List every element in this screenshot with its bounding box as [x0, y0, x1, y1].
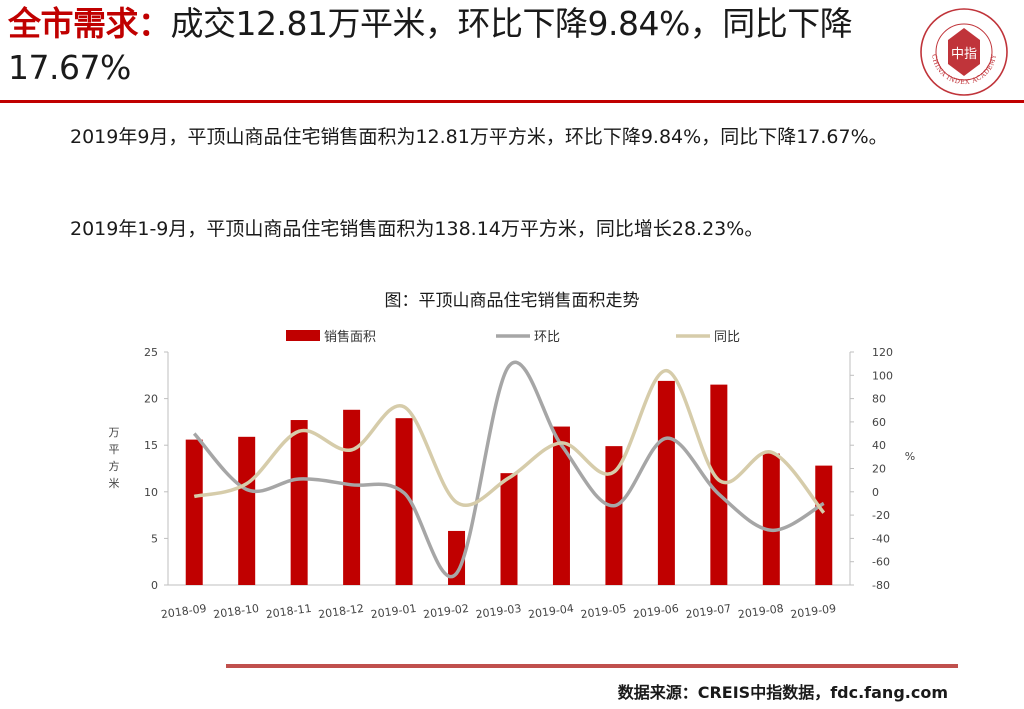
y-tick-label: 10: [144, 486, 158, 499]
page-title: 全市需求：成交12.81万平米，环比下降9.84%，同比下降17.67%: [8, 2, 908, 90]
y-axis-label-char: 万: [109, 426, 120, 439]
y2-tick-label: 120: [872, 346, 893, 359]
y2-tick-label: 100: [872, 369, 893, 382]
x-tick-label: 2019-08: [737, 602, 784, 621]
line-mom-series: [192, 360, 825, 579]
x-tick-label: 2019-01: [370, 602, 417, 621]
logo-center-text: 中指: [951, 47, 977, 62]
x-tick-label: 2018-11: [265, 602, 312, 621]
y2-tick-label: 60: [872, 416, 886, 429]
legend-mom-label: 环比: [534, 330, 560, 345]
y2-tick-label: 40: [872, 439, 886, 452]
chart-title: 图：平顶山商品住宅销售面积走势: [384, 291, 640, 311]
x-tick-label: 2019-04: [527, 602, 574, 621]
bar-sales-area: [238, 436, 256, 585]
y-tick-label: 15: [144, 439, 158, 452]
y-tick-label: 0: [151, 579, 158, 592]
x-tick-label: 2019-03: [475, 602, 522, 621]
y-tick-label: 20: [144, 393, 158, 406]
bar-sales-area: [710, 384, 728, 585]
bar-sales-area: [395, 418, 413, 585]
y2-tick-label: -20: [872, 509, 890, 522]
x-tick-label: 2018-12: [317, 602, 364, 621]
summary-paragraph-monthly: 2019年9月，平顶山商品住宅销售面积为12.81万平方米，环比下降9.84%，…: [70, 126, 888, 148]
x-tick-label: 2019-05: [580, 602, 627, 621]
bar-sales-area: [290, 420, 308, 585]
legend-yoy-label: 同比: [714, 330, 740, 345]
bar-sales-area: [552, 426, 570, 585]
china-index-academy-seal-icon: 中指 CHINA INDEX ACADEMY: [920, 8, 1008, 96]
y-axis-label-char: 平: [109, 443, 120, 456]
x-tick-label: 2019-09: [790, 602, 837, 621]
title-divider: [0, 100, 1024, 103]
y-axis-label-char: 方: [109, 459, 120, 473]
y-axis-label-char: 米: [109, 477, 120, 490]
bar-sales-area: [762, 453, 780, 585]
y-tick-label: 25: [144, 346, 158, 359]
bar-sales-area: [448, 530, 466, 585]
page-title-rest: 成交12.81万平米，环比下降9.84%，同比下降17.67%: [8, 4, 853, 87]
x-tick-label: 2019-07: [685, 602, 732, 621]
line-yoy-series: [193, 368, 826, 514]
y2-tick-label: -40: [872, 532, 890, 545]
x-tick-label: 2018-09: [160, 602, 207, 621]
y2-tick-label: 80: [872, 393, 886, 406]
page-title-accent: 全市需求：: [8, 4, 171, 43]
y2-axis-label: %: [905, 450, 915, 463]
y-tick-label: 5: [151, 532, 158, 545]
footer-divider: [226, 664, 958, 668]
bar-sales-area: [185, 439, 203, 585]
bar-sales-area: [343, 409, 361, 585]
data-source: 数据来源：CREIS中指数据，fdc.fang.com: [617, 683, 948, 702]
y2-tick-label: 0: [872, 486, 879, 499]
x-tick-label: 2018-10: [213, 602, 260, 621]
y2-tick-label: 20: [872, 463, 886, 476]
summary-paragraph-ytd: 2019年1-9月，平顶山商品住宅销售面积为138.14万平方米，同比增长28.…: [70, 218, 764, 240]
bar-sales-area: [605, 446, 623, 585]
y2-tick-label: -60: [872, 556, 890, 569]
bar-sales-area: [657, 380, 675, 585]
bar-sales-area: [500, 473, 518, 585]
legend-sales-area-label: 销售面积: [324, 329, 376, 345]
x-tick-label: 2019-02: [422, 602, 469, 621]
y2-tick-label: -80: [872, 579, 890, 592]
bar-sales-area: [815, 465, 833, 585]
x-tick-label: 2019-06: [632, 602, 679, 621]
legend-sales-area-swatch: [286, 330, 320, 341]
